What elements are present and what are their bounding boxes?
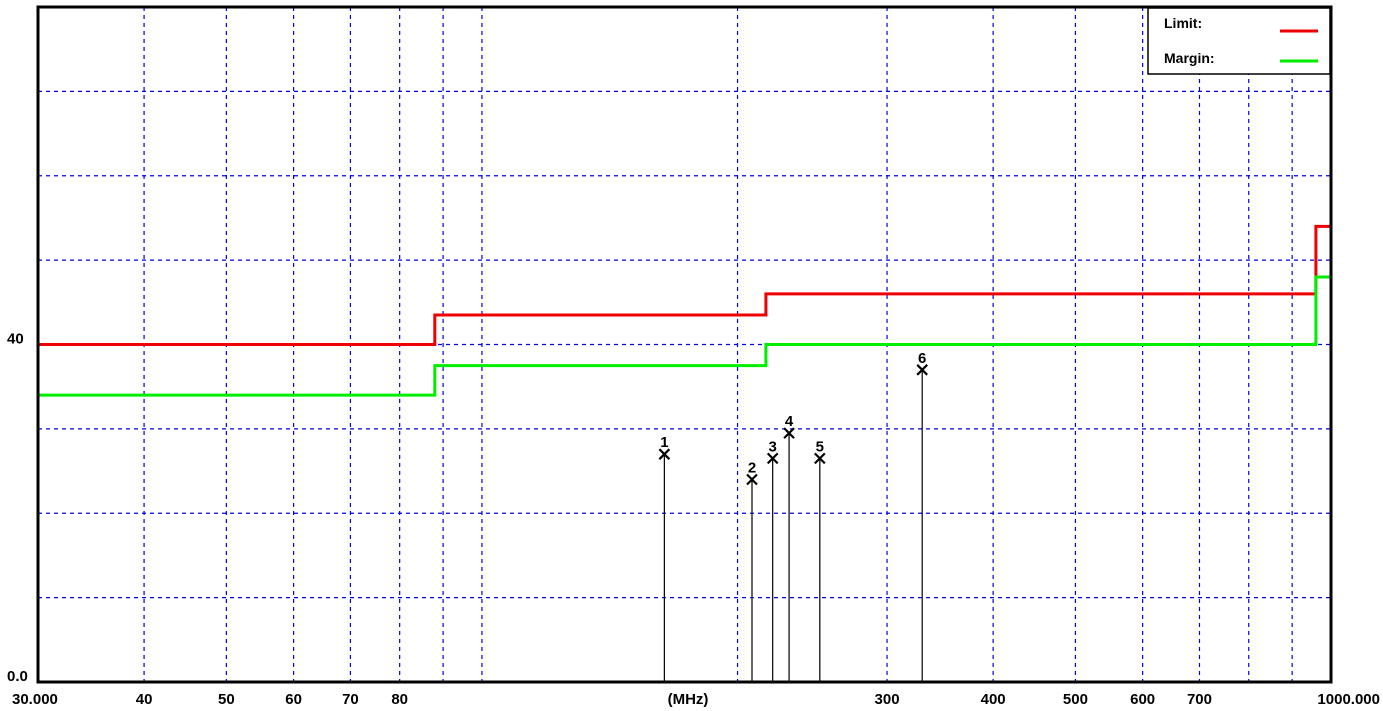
marker-cross <box>658 448 671 460</box>
peak-markers: 1 234 5 6 <box>658 350 928 682</box>
x-tick-labels: 30.000 40 50 60 70 80 300 400 500 600 700 1000.000 <box>12 691 1380 708</box>
marker-label: 2 <box>748 460 756 477</box>
marker-cross <box>746 473 758 486</box>
x-tick-label: 1000.000 <box>1317 691 1380 708</box>
plot-frame <box>36 5 1333 684</box>
marker-cross <box>766 452 779 465</box>
marker-cross <box>783 427 795 439</box>
x-tick-label: 300 <box>875 691 900 708</box>
x-tick-label: 80 <box>391 691 408 708</box>
y-tick-label: 40 <box>7 331 24 348</box>
x-tick-label: 600 <box>1130 691 1155 708</box>
x-tick-label: 700 <box>1187 691 1212 708</box>
legend-label-limit: Limit: <box>1164 15 1202 31</box>
marker-label: 4 <box>785 413 794 430</box>
x-tick-label: 40 <box>136 691 153 708</box>
marker-label: 1 <box>660 434 668 451</box>
x-unit-label: (MHz) <box>668 691 709 708</box>
marker-cross <box>916 364 928 376</box>
marker-label: 6 <box>918 350 926 367</box>
legend-label-margin: Margin: <box>1164 50 1215 66</box>
series-line-limit <box>38 224 1331 346</box>
marker-label: 5 <box>816 438 824 455</box>
marker-label: 3 <box>769 438 777 455</box>
x-tick-label: 60 <box>285 691 302 708</box>
y-tick-label: 0.0 <box>7 668 28 685</box>
series-line-margin <box>38 275 1331 397</box>
x-tick-label: 50 <box>218 691 235 708</box>
marker-cross <box>814 452 826 465</box>
x-tick-label: 30.000 <box>12 691 58 708</box>
x-tick-label: 70 <box>342 691 359 708</box>
x-tick-label: 400 <box>981 691 1006 708</box>
series-lines <box>38 224 1331 397</box>
legend: Limit: Margin: <box>1147 7 1331 75</box>
y-tick-labels: 400.0 <box>7 331 28 686</box>
legend-box <box>1147 7 1331 75</box>
x-tick-label: 500 <box>1063 691 1088 708</box>
